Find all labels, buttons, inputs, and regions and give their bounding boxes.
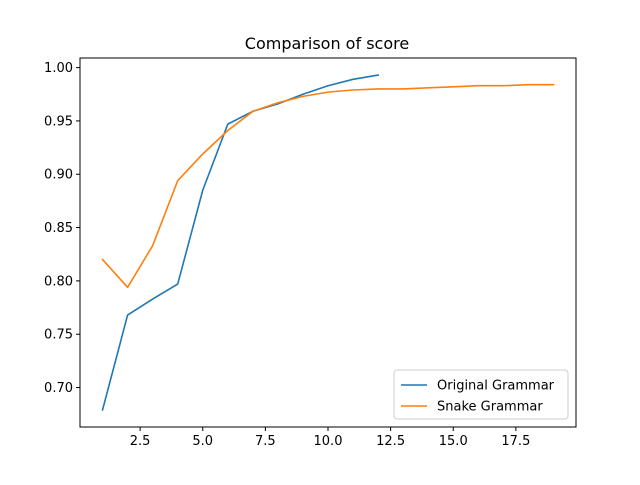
x-tick-label: 7.5 — [255, 434, 276, 449]
series-line-snake-grammar — [101, 83, 555, 289]
x-axis: 2.5 5.0 7.5 10.0 12.5 15.0 17.5 — [130, 427, 530, 449]
x-tick-label: 15.0 — [439, 434, 468, 449]
y-tick-label: 0.75 — [44, 328, 73, 343]
legend-label: Snake Grammar — [437, 400, 543, 415]
x-tick-label: 12.5 — [376, 434, 405, 449]
plot-area-frame — [79, 57, 577, 428]
x-tick-label: 10.0 — [314, 434, 343, 449]
series-line-original-grammar — [101, 74, 380, 411]
legend-box — [393, 369, 569, 420]
series-lines — [101, 74, 555, 411]
y-tick-label: 0.80 — [44, 274, 73, 289]
legend: Original Grammar Snake Grammar — [393, 369, 569, 420]
y-tick-label: 0.95 — [44, 114, 73, 129]
x-tick-label: 17.5 — [501, 434, 530, 449]
x-tick-label: 2.5 — [130, 434, 151, 449]
legend-label: Original Grammar — [437, 379, 555, 394]
x-tick-label: 5.0 — [192, 434, 213, 449]
y-axis: 0.70 0.75 0.80 0.85 0.90 0.95 1.00 — [44, 61, 80, 396]
chart-title: Comparison of score — [245, 34, 409, 53]
y-tick-label: 1.00 — [44, 61, 73, 76]
y-tick-label: 0.85 — [44, 221, 73, 236]
y-tick-label: 0.90 — [44, 168, 73, 183]
y-tick-label: 0.70 — [44, 381, 73, 396]
